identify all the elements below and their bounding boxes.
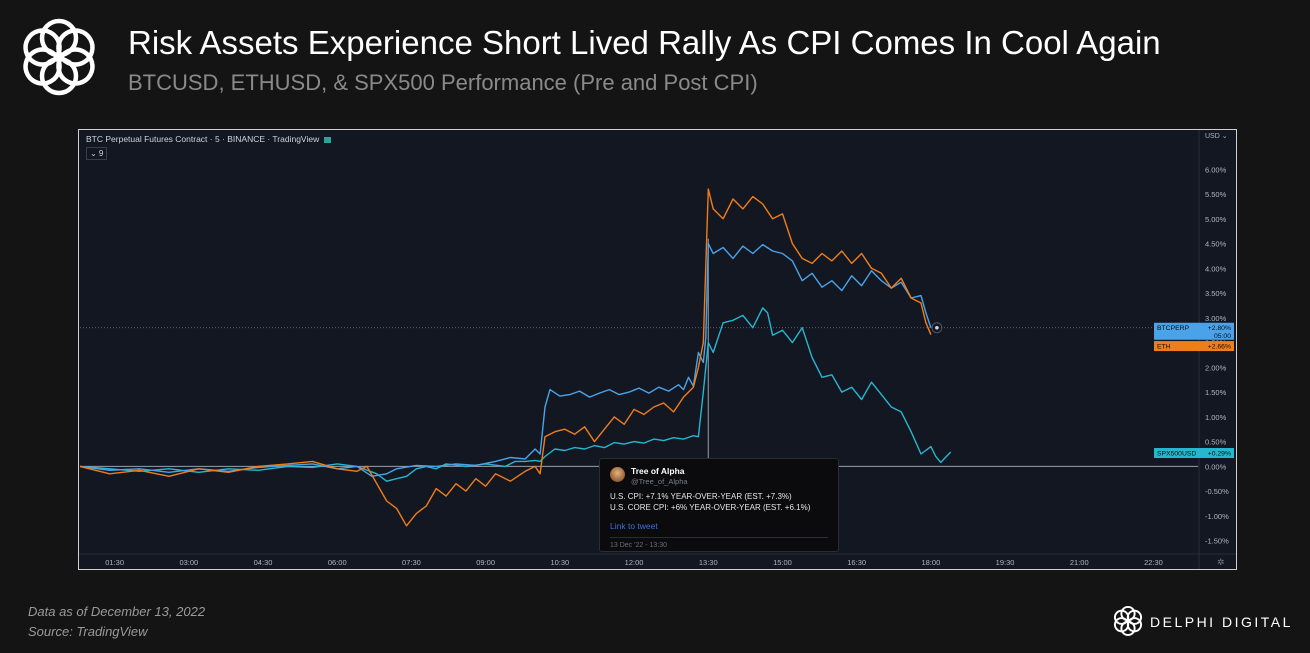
series-badge-spx500usd — [1154, 448, 1234, 459]
series-badge-eth — [1154, 341, 1234, 352]
tweet-text-cpi: U.S. CPI: +7.1% YEAR-OVER-YEAR (EST. +7.… — [610, 492, 792, 501]
chart-settings-icon: ✲ — [1217, 557, 1225, 567]
data-date-note: Data as of December 13, 2022 — [28, 604, 206, 619]
series-badge-name: SPX500USD — [1157, 451, 1196, 458]
x-tick-label: 21:00 — [1070, 558, 1089, 567]
cursor-dot — [935, 325, 939, 330]
x-tick-label: 19:30 — [996, 558, 1015, 567]
chart-panel[interactable]: USD ⌄ 6.00% 5.50% 5.00% 4.50% 4.00% 3.50% 3.00%… — [78, 129, 1237, 570]
market-flag-icon — [324, 136, 332, 143]
page-subtitle: BTCUSD, ETHUSD, & SPX500 Performance (Pr… — [128, 70, 758, 95]
y-tick-label: 1.50% — [1205, 388, 1227, 397]
series-badge-name: BTCPERP — [1157, 325, 1190, 332]
tweet-text-core-cpi: U.S. CORE CPI: +6% YEAR-OVER-YEAR (EST. … — [610, 503, 811, 512]
line-chart[interactable]: USD ⌄ 6.00% 5.50% 5.00% 4.50% 4.00% 3.50% 3.00%… — [79, 130, 1236, 569]
chart-symbol-label[interactable]: BTC Perpetual Futures Contract · 5 · BIN… — [86, 134, 332, 144]
tweet-avatar — [610, 467, 625, 482]
y-tick-label: 3.50% — [1205, 289, 1227, 298]
series-badge-name: ETH — [1157, 344, 1171, 351]
series-line-btcperp — [79, 242, 932, 477]
x-tick-label: 07:30 — [402, 558, 421, 567]
series-badge-btcperp — [1154, 322, 1234, 340]
x-tick-label: 16:30 — [847, 558, 866, 567]
series-line-eth — [79, 188, 932, 527]
y-tick-label: 0.00% — [1205, 462, 1227, 471]
y-tick-label: -1.50% — [1205, 537, 1229, 546]
brand-name: DELPHI DIGITAL — [1150, 614, 1293, 630]
series-line-spx500usd — [79, 307, 952, 482]
series-badge-value: +2.66% — [1208, 344, 1231, 351]
brand-logo-icon — [23, 18, 95, 96]
price-axis-currency-label: USD ⌄ — [1205, 133, 1228, 140]
x-tick-label: 15:00 — [773, 558, 792, 567]
x-tick-label: 10:30 — [550, 558, 569, 567]
x-tick-label: 18:00 — [921, 558, 940, 567]
x-tick-label: 13:30 — [699, 558, 718, 567]
y-tick-label: -0.50% — [1205, 487, 1229, 496]
brand-footer: DELPHI DIGITAL — [1112, 605, 1302, 639]
y-tick-label: 1.00% — [1205, 413, 1227, 422]
y-tick-label: 5.50% — [1205, 190, 1227, 199]
cursor-marker — [931, 322, 943, 334]
x-tick-label: 01:30 — [105, 558, 124, 567]
y-tick-label: -1.00% — [1205, 512, 1229, 521]
x-tick-label: 06:00 — [328, 558, 347, 567]
x-tick-label: 22:30 — [1144, 558, 1163, 567]
page-title: Risk Assets Experience Short Lived Rally… — [128, 24, 1161, 61]
x-tick-label: 04:30 — [254, 558, 273, 567]
tweet-link[interactable]: Link to tweet — [610, 521, 658, 531]
series-badge-value: +2.80% — [1208, 325, 1231, 332]
tweet-date: 13 Dec '22 - 13:30 — [610, 542, 667, 549]
tweet-author-name: Tree of Alpha — [631, 466, 685, 476]
y-tick-label: 6.00% — [1205, 165, 1227, 174]
delphi-logo-icon — [1113, 605, 1143, 637]
x-tick-label: 09:00 — [476, 558, 495, 567]
y-tick-label: 5.00% — [1205, 215, 1227, 224]
indicator-collapse-button[interactable]: ⌄ 9 — [86, 147, 108, 160]
y-tick-label: 3.00% — [1205, 314, 1227, 323]
y-tick-label: 2.00% — [1205, 363, 1227, 372]
x-tick-label: 03:00 — [179, 558, 198, 567]
tweet-divider — [610, 537, 828, 538]
chart-symbol-text: BTC Perpetual Futures Contract · 5 · BIN… — [86, 134, 320, 144]
series-badge-value: +0.29% — [1208, 451, 1231, 458]
y-tick-label: 4.00% — [1205, 264, 1227, 273]
y-tick-label: 4.50% — [1205, 240, 1227, 249]
tweet-author-handle: @Tree_of_Alpha — [631, 477, 688, 486]
series-badge-extra: 05:00 — [1214, 333, 1231, 340]
x-tick-label: 12:00 — [625, 558, 644, 567]
y-tick-label: 0.50% — [1205, 438, 1227, 447]
tweet-card[interactable]: Tree of Alpha @Tree_of_Alpha U.S. CPI: +… — [599, 458, 839, 552]
data-source-note: Source: TradingView — [28, 624, 148, 639]
